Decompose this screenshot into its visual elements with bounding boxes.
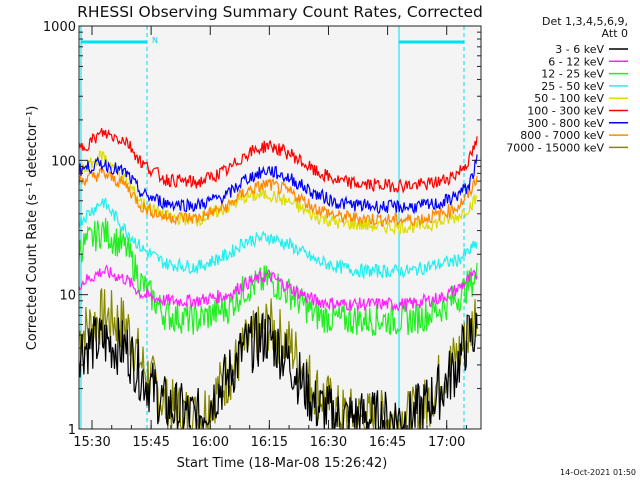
legend-entry-label: 800 - 7000 keV [520,129,604,142]
plot-frame [78,25,482,430]
series-line [78,217,478,336]
legend-header-line-1: Det 1,3,4,5,6,9, [542,15,628,28]
legend-header-line-2: Att 0 [602,27,628,40]
y-tick-label: 1000 [43,20,76,35]
series-line [78,167,478,228]
y-tick-label: 10 [59,289,76,304]
legend-entry-label: 25 - 50 keV [541,80,604,93]
x-tick-label: 16:15 [251,435,288,450]
footer-date: 14-Oct-2021 01:50 [560,468,636,477]
series-line [78,128,478,194]
series-line [78,264,478,312]
legend-entry-label: 300 - 800 keV [527,117,604,130]
x-tick-label: 16:30 [310,435,347,450]
x-tick-label: 17:00 [428,435,465,450]
legend-entry-label: 7000 - 15000 keV [506,141,604,154]
legend-entry-label: 12 - 25 keV [541,68,604,81]
x-tick-label: 15:45 [132,435,169,450]
axes-layer: 15:30 15:45 16:00 16:15 16:30 16:45 17:00 1000 1… [43,20,481,450]
series-line [78,311,478,430]
series-line [78,154,478,215]
y-tick-label: 100 [51,154,76,169]
y-tick-label: 1 [68,423,76,438]
legend-entry-label: 100 - 300 keV [527,105,604,118]
x-tick-label: 16:00 [192,435,229,450]
legend-entry-label: 50 - 100 keV [534,92,604,105]
night-flag-label: N [152,36,158,45]
y-axis-label: Corrected Count Rate (s⁻¹ detector⁻¹) [25,106,40,351]
series-line [78,197,478,280]
x-axis-label: Start Time (18-Mar-08 15:26:42) [177,456,388,471]
legend-entry-label: 3 - 6 keV [555,43,604,56]
chart-title: RHESSI Observing Summary Count Rates, Co… [77,3,483,21]
legend-entry-label: 6 - 12 keV [548,55,604,68]
x-tick-label: 16:45 [369,435,406,450]
x-tick-label: 15:30 [73,435,110,450]
